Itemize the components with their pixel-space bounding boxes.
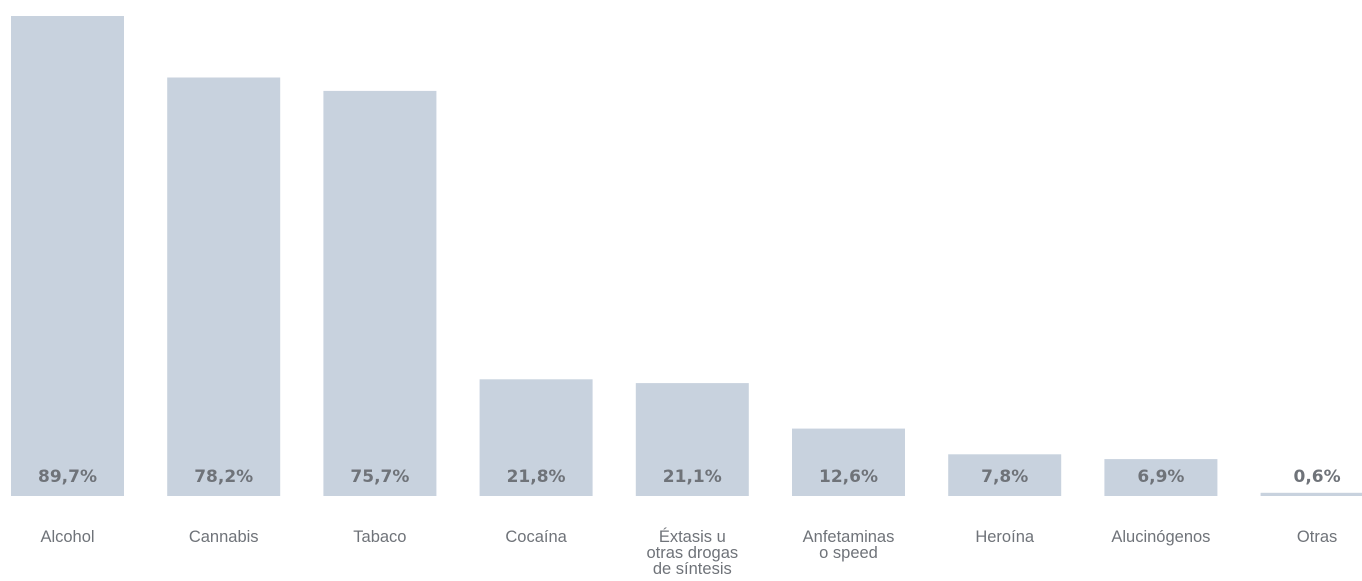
category-label-3: Cocaína — [505, 528, 567, 546]
bar-6 — [948, 454, 1062, 496]
bar-4 — [635, 383, 749, 496]
bar-3 — [479, 379, 593, 496]
category-label-8: Otras — [1297, 528, 1337, 546]
bar-8 — [1260, 492, 1362, 496]
category-label-1: Cannabis — [189, 528, 259, 546]
category-label-5: Anfetaminas o speed — [803, 528, 895, 562]
value-label-3: 21,8% — [507, 467, 566, 487]
category-label-0: Alcohol — [40, 528, 94, 546]
category-label-7: Alucinógenos — [1111, 528, 1210, 546]
value-label-7: 6,9% — [1137, 467, 1184, 487]
bar-7 — [1104, 459, 1218, 496]
category-label-4: Éxtasis u otras drogas de síntesis — [646, 527, 738, 578]
value-label-5: 12,6% — [819, 467, 878, 487]
value-label-6: 7,8% — [981, 467, 1028, 487]
value-label-8: 0,6% — [1294, 467, 1341, 487]
value-label-0: 89,7% — [38, 467, 97, 487]
category-label-6: Heroína — [975, 528, 1035, 546]
bar-2 — [323, 90, 437, 497]
bar-5 — [792, 428, 905, 496]
value-label-2: 75,7% — [350, 467, 409, 487]
category-label-2: Tabaco — [353, 528, 406, 546]
bar-1 — [167, 77, 281, 496]
value-label-4: 21,1% — [663, 467, 722, 487]
value-label-1: 78,2% — [194, 467, 253, 487]
bar-0 — [11, 16, 124, 496]
